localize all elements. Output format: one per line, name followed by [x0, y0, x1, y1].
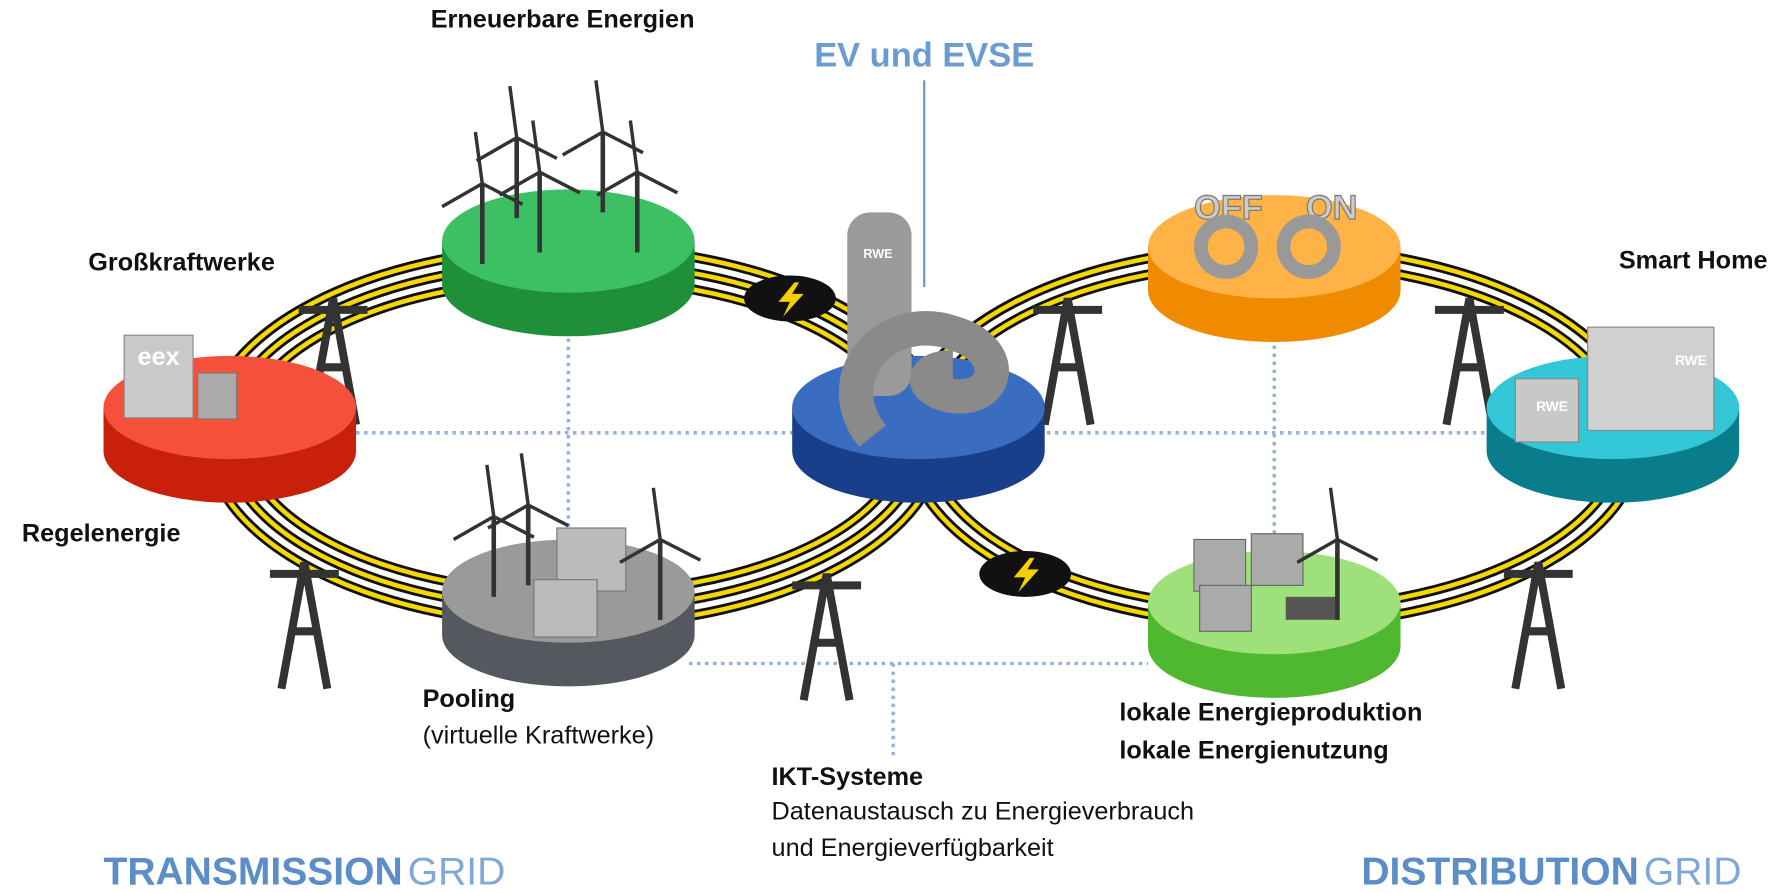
house — [1587, 326, 1715, 432]
turbine-blades — [1296, 487, 1379, 564]
pylon — [269, 561, 339, 690]
on-icon — [1276, 214, 1341, 279]
lightning — [743, 275, 1072, 597]
pylon — [1503, 561, 1573, 690]
turbines — [441, 80, 1379, 620]
label: Smart Home — [1619, 246, 1768, 274]
switch-box — [197, 372, 238, 420]
rwe-logo: RWE — [1536, 399, 1568, 414]
label: Erneuerbare Energien — [431, 5, 695, 33]
house — [1514, 378, 1580, 443]
footer-rest: GRID — [1644, 851, 1742, 893]
house — [533, 579, 598, 638]
pylon — [1434, 297, 1504, 426]
label: Regelenergie — [22, 520, 181, 548]
house — [1199, 584, 1252, 632]
eex-logo: eex — [138, 343, 180, 371]
turbine-blades — [498, 120, 581, 197]
label: IKT-Systeme — [772, 763, 924, 791]
turbine-blades — [561, 80, 644, 157]
label: lokale Energieproduktion — [1119, 699, 1422, 727]
turbine-blades — [596, 120, 679, 197]
towers — [269, 297, 1573, 701]
platform-top — [1148, 195, 1401, 299]
platforms — [103, 189, 1740, 698]
footer-bold: DISTRIBUTION — [1361, 851, 1638, 893]
footer-bold: TRANSMISSION — [104, 851, 403, 893]
footer-left: TRANSMISSION GRID — [104, 851, 506, 893]
house — [1193, 538, 1247, 592]
label: Datenaustausch zu Energieverbrauch — [772, 797, 1195, 825]
plug — [838, 311, 1009, 447]
turbine-blades — [487, 453, 570, 530]
footer-rest: GRID — [408, 851, 506, 893]
footer-right: DISTRIBUTION GRID — [1361, 851, 1741, 893]
label: Pooling — [423, 685, 516, 713]
turbine-blades — [619, 487, 702, 564]
label: Großkraftwerke — [88, 249, 275, 277]
label: EV und EVSE — [814, 36, 1034, 74]
label: und Energieverfügbarkeit — [772, 834, 1054, 862]
platform-top — [442, 189, 695, 293]
icons: eex RWE OFF ON RWE RWE — [123, 189, 1715, 638]
bolt — [1013, 557, 1039, 593]
rwe-logo: RWE — [863, 247, 892, 261]
rwe-logo: RWE — [1675, 353, 1707, 368]
solar-panels — [1285, 596, 1338, 620]
plant-building — [123, 334, 194, 419]
ict-links — [356, 80, 1493, 758]
label: lokale Energienutzung — [1119, 736, 1388, 764]
bolt — [778, 282, 804, 317]
pylon — [1033, 297, 1103, 426]
off-icon — [1193, 214, 1259, 279]
house — [1250, 533, 1304, 586]
pylon — [792, 573, 862, 701]
label: (virtuelle Kraftwerke) — [423, 722, 655, 750]
